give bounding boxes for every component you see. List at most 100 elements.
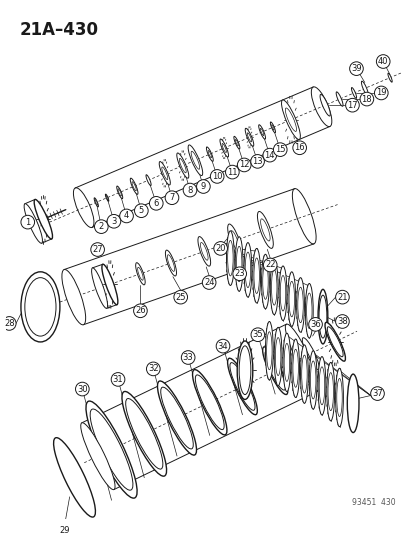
Ellipse shape (90, 409, 133, 490)
Ellipse shape (146, 175, 151, 185)
Ellipse shape (118, 189, 121, 196)
Ellipse shape (227, 224, 241, 257)
Ellipse shape (271, 270, 276, 305)
Circle shape (233, 267, 246, 280)
Text: 37: 37 (371, 389, 382, 398)
Text: 1: 1 (25, 217, 30, 227)
Circle shape (133, 304, 147, 318)
Text: 39: 39 (350, 64, 361, 73)
Text: 21A–430: 21A–430 (20, 21, 99, 39)
Text: 23: 23 (234, 269, 244, 278)
Ellipse shape (280, 276, 285, 311)
Text: 4: 4 (123, 212, 129, 221)
Ellipse shape (235, 237, 242, 292)
Ellipse shape (292, 349, 298, 387)
Text: 35: 35 (252, 330, 263, 339)
Ellipse shape (25, 278, 56, 336)
Ellipse shape (137, 267, 143, 280)
Text: 31: 31 (112, 375, 123, 384)
Text: 25: 25 (175, 293, 185, 302)
Ellipse shape (159, 161, 170, 185)
Text: 32: 32 (147, 365, 158, 374)
Ellipse shape (105, 194, 109, 201)
Ellipse shape (130, 178, 138, 195)
Ellipse shape (306, 293, 311, 328)
Ellipse shape (318, 295, 326, 338)
Ellipse shape (86, 401, 137, 498)
Ellipse shape (244, 252, 250, 288)
Circle shape (75, 382, 89, 396)
Ellipse shape (264, 351, 285, 390)
Ellipse shape (288, 281, 294, 317)
Ellipse shape (239, 346, 250, 394)
Text: 6: 6 (153, 199, 159, 208)
Circle shape (149, 197, 163, 210)
Ellipse shape (278, 266, 286, 320)
Text: 3: 3 (111, 217, 116, 226)
Circle shape (359, 92, 373, 106)
Circle shape (374, 86, 387, 100)
Text: 8: 8 (187, 185, 192, 195)
Circle shape (250, 328, 264, 342)
Ellipse shape (285, 108, 296, 132)
Text: 36: 36 (309, 320, 320, 329)
Ellipse shape (317, 289, 327, 344)
Ellipse shape (262, 264, 268, 300)
Ellipse shape (273, 327, 281, 386)
Circle shape (173, 290, 187, 304)
Text: 38: 38 (336, 317, 347, 326)
Ellipse shape (243, 243, 251, 297)
Text: 29: 29 (59, 527, 70, 533)
Ellipse shape (252, 248, 260, 303)
Ellipse shape (176, 153, 188, 178)
Ellipse shape (291, 339, 299, 398)
Ellipse shape (236, 246, 241, 282)
Circle shape (335, 314, 349, 328)
Ellipse shape (157, 381, 196, 455)
Text: 18: 18 (361, 94, 371, 103)
Ellipse shape (122, 391, 166, 476)
Ellipse shape (301, 338, 318, 369)
Text: 7: 7 (169, 193, 174, 202)
Text: 93451  430: 93451 430 (351, 498, 395, 506)
Ellipse shape (387, 73, 391, 82)
Ellipse shape (260, 219, 269, 241)
Ellipse shape (270, 122, 275, 133)
Ellipse shape (282, 333, 290, 392)
Ellipse shape (227, 358, 257, 415)
Ellipse shape (296, 278, 304, 332)
Circle shape (146, 362, 160, 376)
Text: 21: 21 (336, 293, 347, 302)
Ellipse shape (300, 345, 308, 403)
Circle shape (262, 148, 276, 162)
Ellipse shape (195, 375, 223, 430)
Ellipse shape (287, 272, 295, 326)
Circle shape (349, 62, 362, 76)
Ellipse shape (335, 368, 342, 427)
Ellipse shape (34, 199, 52, 239)
Ellipse shape (265, 321, 273, 380)
Circle shape (183, 183, 196, 197)
Ellipse shape (297, 287, 303, 322)
Ellipse shape (324, 322, 344, 361)
Ellipse shape (94, 198, 98, 207)
Text: 13: 13 (252, 157, 262, 166)
Text: 20: 20 (215, 244, 225, 253)
Ellipse shape (135, 263, 145, 285)
Ellipse shape (301, 355, 306, 393)
Circle shape (107, 214, 121, 228)
Ellipse shape (270, 260, 278, 314)
Ellipse shape (351, 87, 356, 99)
Circle shape (21, 215, 35, 229)
Ellipse shape (336, 378, 342, 416)
Circle shape (216, 340, 229, 353)
Circle shape (370, 387, 383, 400)
Circle shape (263, 258, 276, 272)
Ellipse shape (229, 362, 254, 410)
Ellipse shape (275, 337, 280, 376)
Ellipse shape (132, 182, 136, 191)
Circle shape (90, 243, 104, 256)
Circle shape (2, 317, 16, 330)
Ellipse shape (188, 145, 202, 175)
Ellipse shape (165, 250, 176, 276)
